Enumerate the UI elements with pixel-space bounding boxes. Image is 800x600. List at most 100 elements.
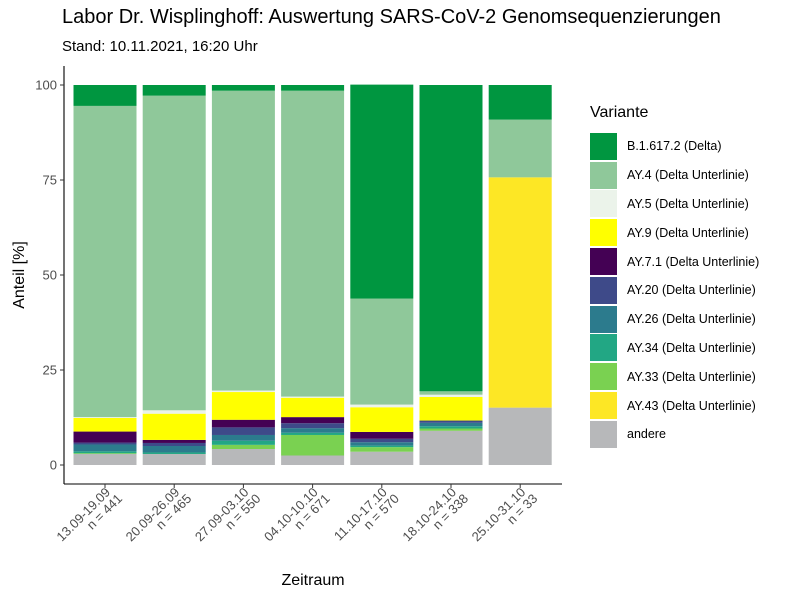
bar-segment — [281, 428, 345, 433]
x-tick-label: 20.09-26.09n = 465 — [123, 485, 195, 545]
bar-segment — [350, 84, 414, 299]
bar-segment — [419, 396, 483, 421]
legend-swatch — [590, 420, 617, 448]
bar-segment — [281, 396, 345, 398]
x-tick-label: 25.10-31.10n = 33 — [469, 485, 541, 545]
bar-segment — [73, 431, 137, 443]
bar-segment — [419, 420, 483, 423]
bar-segment — [73, 442, 137, 445]
legend-label: AY.4 (Delta Unterlinie) — [627, 168, 749, 183]
legend-items: B.1.617.2 (Delta) AY.4 (Delta Unterlinie)… — [590, 132, 759, 449]
bar-segment — [211, 449, 275, 465]
bar-segment — [281, 455, 345, 465]
bar-segment — [211, 444, 275, 450]
bar-segment — [142, 413, 206, 440]
y-tick-label: 50 — [43, 268, 57, 283]
bar-segment — [350, 445, 414, 448]
legend-label: AY.9 (Delta Unterlinie) — [627, 225, 749, 240]
bar-segment — [419, 391, 483, 395]
bar-segment — [142, 95, 206, 411]
legend-label: AY.7.1 (Delta Unterlinie) — [627, 254, 760, 269]
bar-segment — [281, 417, 345, 424]
legend-swatch — [590, 248, 617, 276]
bar-segment — [142, 439, 206, 443]
bar-segment — [281, 85, 345, 91]
legend-item: AY.5 (Delta Unterlinie) — [590, 190, 759, 219]
bar-segment — [211, 85, 275, 91]
legend-swatch — [590, 305, 617, 333]
bar-segment — [73, 453, 137, 465]
x-tick-label: 04.10-10.10n = 671 — [261, 485, 333, 545]
bar-segment — [419, 426, 483, 429]
bar-11.10-17.10 — [350, 84, 414, 465]
bar-segment — [73, 417, 137, 418]
legend-label: AY.26 (Delta Unterlinie) — [627, 312, 756, 327]
chart-subtitle: Stand: 10.11.2021, 16:20 Uhr — [62, 38, 258, 55]
legend-label: AY.34 (Delta Unterlinie) — [627, 340, 756, 355]
bar-segment — [211, 90, 275, 391]
legend-swatch — [590, 190, 617, 218]
legend-item: AY.9 (Delta Unterlinie) — [590, 218, 759, 247]
bar-segment — [419, 422, 483, 427]
legend-label: AY.20 (Delta Unterlinie) — [627, 283, 756, 298]
legend-title: Variante — [590, 104, 649, 121]
x-axis-title: Zeitraum — [281, 572, 344, 589]
bar-segment — [350, 451, 414, 465]
bar-segment — [73, 444, 137, 452]
chart-title: Labor Dr. Wisplinghoff: Auswertung SARS-… — [62, 6, 721, 28]
bar-segment — [281, 397, 345, 418]
x-tick-label: 13.09-19.09n = 441 — [53, 485, 125, 545]
legend-swatch — [590, 363, 617, 391]
bar-segment — [488, 85, 552, 120]
bar-segment — [211, 390, 275, 393]
bar-group — [73, 84, 552, 465]
bar-segment — [211, 434, 275, 441]
bar-segment — [350, 442, 414, 446]
legend-label: B.1.617.2 (Delta) — [627, 139, 722, 154]
legend-swatch — [590, 161, 617, 189]
bar-segment — [73, 85, 137, 106]
bar-segment — [142, 85, 206, 96]
bar-segment — [73, 451, 137, 454]
legend-swatch — [590, 219, 617, 247]
x-tick-label: 27.09-03.10n = 550 — [192, 485, 264, 545]
bar-segment — [419, 430, 483, 465]
bar-segment — [350, 298, 414, 405]
bar-segment — [211, 427, 275, 435]
bar-13.09-19.09 — [73, 85, 137, 465]
bar-segment — [211, 392, 275, 420]
bar-segment — [419, 85, 483, 392]
y-tick-label: 100 — [35, 78, 57, 93]
bar-segment — [281, 423, 345, 429]
bar-segment — [488, 407, 552, 465]
bar-segment — [488, 119, 552, 178]
bar-segment — [142, 446, 206, 453]
bar-segment — [281, 90, 345, 397]
bar-segment — [350, 404, 414, 408]
legend-item: AY.4 (Delta Unterlinie) — [590, 161, 759, 190]
legend-swatch — [590, 276, 617, 304]
legend: Variante B.1.617.2 (Delta) AY.4 (Delta Un… — [590, 104, 759, 449]
legend-item: AY.20 (Delta Unterlinie) — [590, 276, 759, 305]
y-tick-label: 75 — [43, 173, 57, 188]
bar-segment — [142, 453, 206, 465]
x-tick-label: 18.10-24.10n = 338 — [399, 485, 471, 545]
x-tick-label: 11.10-17.10n = 570 — [331, 485, 402, 544]
bar-segment — [281, 434, 345, 456]
legend-label: AY.33 (Delta Unterlinie) — [627, 369, 756, 384]
bar-04.10-10.10 — [281, 85, 345, 465]
y-tick-label: 25 — [43, 363, 57, 378]
legend-swatch — [590, 392, 617, 420]
legend-swatch — [590, 334, 617, 362]
bar-segment — [350, 438, 414, 443]
bar-segment — [142, 410, 206, 414]
bar-segment — [73, 453, 137, 454]
bar-segment — [281, 432, 345, 435]
bar-segment — [142, 452, 206, 454]
bar-segment — [211, 440, 275, 445]
bar-segment — [73, 417, 137, 432]
bar-18.10-24.10 — [419, 85, 483, 465]
bar-segment — [142, 442, 206, 446]
y-tick-label: 0 — [50, 458, 57, 473]
